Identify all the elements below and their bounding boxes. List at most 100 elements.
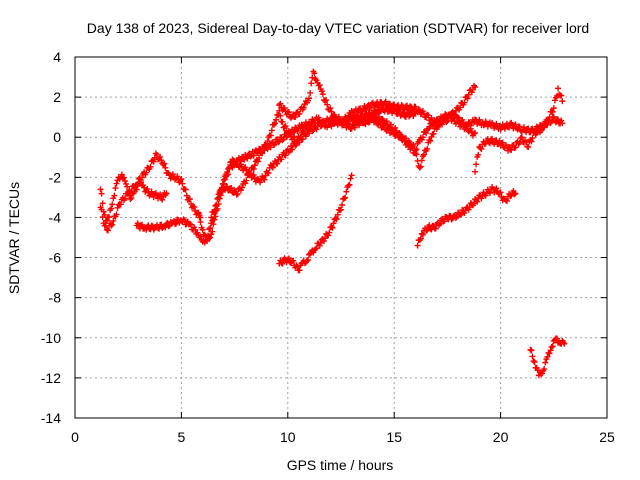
data-point: [420, 110, 427, 117]
data-point: [499, 139, 506, 146]
data-point: [122, 195, 129, 202]
data-point: [153, 151, 160, 158]
data-point: [372, 104, 379, 111]
data-point: [292, 114, 299, 121]
data-point: [511, 191, 518, 198]
data-point: [517, 135, 524, 142]
data-point: [190, 203, 197, 210]
data-point: [559, 120, 566, 127]
data-point: [413, 151, 420, 158]
data-point: [186, 221, 193, 228]
data-series: [414, 184, 519, 249]
data-point: [403, 102, 410, 109]
data-series: [359, 85, 566, 175]
data-point: [344, 116, 351, 123]
data-point: [355, 109, 362, 116]
data-point: [162, 164, 169, 171]
data-point: [262, 141, 269, 148]
data-point: [423, 130, 430, 137]
data-point: [264, 138, 271, 145]
data-point: [330, 119, 337, 126]
data-point: [377, 120, 384, 127]
data-point: [199, 226, 206, 233]
data-point: [549, 343, 556, 350]
data-point: [398, 102, 405, 109]
data-point: [247, 153, 254, 160]
data-point: [416, 164, 423, 171]
data-point: [501, 125, 508, 132]
data-point: [278, 156, 285, 163]
data-point: [99, 200, 106, 207]
x-axis-label: GPS time / hours: [287, 457, 394, 473]
data-point: [531, 359, 538, 366]
data-point: [471, 82, 477, 89]
data-point: [187, 221, 194, 228]
data-point: [173, 220, 180, 227]
data-point: [417, 235, 424, 242]
data-point: [309, 128, 316, 135]
data-point: [179, 180, 186, 187]
data-point: [260, 147, 267, 154]
data-point: [210, 221, 217, 228]
data-point: [472, 168, 479, 175]
data-point: [538, 127, 545, 134]
data-point: [342, 194, 349, 201]
data-point: [280, 136, 287, 143]
data-point: [368, 115, 375, 122]
data-point: [289, 146, 296, 153]
data-point: [163, 190, 170, 197]
data-point: [428, 226, 435, 233]
data-point: [503, 198, 510, 205]
data-point: [343, 188, 350, 195]
data-point: [416, 107, 423, 114]
data-point: [464, 95, 471, 102]
data-point: [298, 121, 305, 128]
data-point: [139, 174, 146, 181]
data-point: [150, 158, 157, 165]
y-tick-label: -8: [49, 290, 62, 306]
data-point: [106, 213, 113, 220]
data-point: [275, 139, 282, 146]
data-point: [294, 128, 301, 135]
data-point: [97, 186, 104, 193]
data-point: [281, 123, 288, 130]
data-point: [425, 112, 432, 119]
data-point: [545, 118, 552, 125]
data-point: [180, 216, 187, 223]
data-point: [350, 111, 357, 118]
data-point: [471, 200, 477, 207]
data-point: [461, 99, 468, 106]
y-tick-label: -6: [49, 250, 62, 266]
data-point: [265, 169, 272, 176]
data-point: [272, 140, 279, 147]
x-tick-label: 5: [178, 429, 186, 445]
data-point: [212, 202, 219, 209]
data-point: [108, 205, 115, 212]
data-point: [414, 242, 421, 249]
y-tick-label: 0: [53, 129, 61, 145]
data-point: [474, 198, 481, 205]
data-point: [306, 95, 313, 102]
data-point: [260, 175, 267, 182]
data-point: [363, 106, 370, 113]
data-point: [410, 141, 417, 148]
data-point: [103, 226, 110, 233]
data-point: [161, 160, 168, 167]
data-point: [419, 231, 426, 238]
data-point: [313, 126, 320, 133]
data-point: [427, 137, 434, 144]
data-point: [297, 134, 304, 141]
data-point: [98, 190, 105, 197]
data-point: [418, 230, 425, 237]
data-point: [307, 89, 314, 96]
data-point: [224, 183, 231, 190]
data-point: [502, 197, 509, 204]
data-point: [472, 129, 479, 136]
data-point: [508, 146, 515, 153]
data-point: [559, 98, 566, 105]
data-point: [296, 267, 303, 274]
data-point: [458, 211, 465, 218]
data-point: [250, 165, 257, 172]
data-point: [383, 118, 390, 125]
